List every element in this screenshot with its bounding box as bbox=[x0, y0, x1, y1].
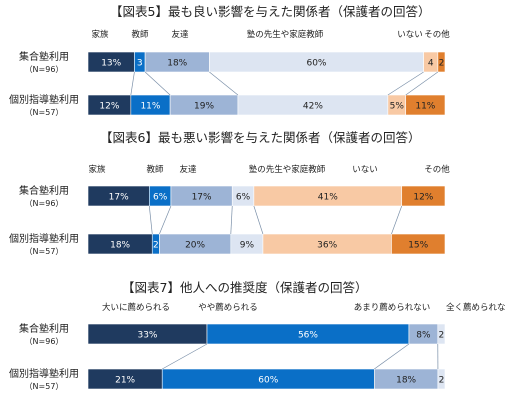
data-label: 12% bbox=[99, 102, 119, 112]
data-label: 41% bbox=[318, 193, 338, 203]
category-note: （N=96） bbox=[25, 337, 64, 346]
connector-line bbox=[405, 71, 439, 96]
data-label: 33% bbox=[137, 331, 157, 341]
data-label: 5% bbox=[390, 102, 405, 112]
connector-line bbox=[391, 205, 403, 235]
connector-line bbox=[148, 205, 153, 235]
connector-line bbox=[230, 205, 233, 235]
bar-segment bbox=[437, 51, 446, 73]
category-label: 集合塾利用 bbox=[19, 322, 69, 335]
connector-line bbox=[387, 71, 424, 96]
legend-label: 塾の先生や家庭教師 bbox=[247, 29, 324, 40]
category-label: 集合塾利用 bbox=[19, 50, 69, 63]
connector-line bbox=[374, 343, 410, 370]
data-label: 17% bbox=[109, 193, 129, 203]
legend-label: やや薦められる bbox=[198, 302, 258, 313]
data-label: 12% bbox=[413, 193, 433, 203]
legend-label: 家族 bbox=[91, 29, 109, 40]
connector-line bbox=[130, 71, 135, 96]
data-label: 4 bbox=[428, 59, 434, 69]
legend-label: 友達 bbox=[171, 29, 189, 40]
data-label: 17% bbox=[192, 193, 212, 203]
connector-line bbox=[209, 71, 239, 96]
data-label: 18% bbox=[110, 241, 130, 251]
chart-title: 【図表6】最も悪い影響を与えた関係者（保護者の回答） bbox=[100, 130, 420, 145]
data-label: 13% bbox=[101, 59, 121, 69]
bar-segment bbox=[405, 94, 446, 116]
data-label: 60% bbox=[258, 376, 278, 386]
data-label: 60% bbox=[306, 59, 326, 69]
legend-label: いない bbox=[397, 30, 423, 40]
data-label: 2 bbox=[153, 241, 159, 251]
legend-label: 家族 bbox=[88, 164, 106, 175]
legend-label: 大いに薦められる bbox=[102, 302, 170, 313]
legend-label: 塾の先生や家庭教師 bbox=[249, 164, 326, 175]
data-label: 3 bbox=[137, 59, 143, 69]
category-label: 個別指導塾利用 bbox=[9, 232, 79, 245]
data-label: 9% bbox=[240, 241, 255, 251]
category-note: （N=57） bbox=[25, 108, 64, 117]
category-label: 集合塾利用 bbox=[19, 184, 69, 197]
connector-line bbox=[159, 205, 172, 235]
legend-label: いない bbox=[352, 165, 378, 175]
bar-segment bbox=[401, 185, 446, 207]
category-note: （N=57） bbox=[25, 247, 64, 256]
category-label: 個別指導塾利用 bbox=[9, 367, 79, 380]
category-label: 個別指導塾利用 bbox=[9, 93, 79, 106]
data-label: 6% bbox=[236, 193, 251, 203]
data-label: 15% bbox=[408, 241, 428, 251]
category-note: （N=57） bbox=[25, 382, 64, 391]
chart-title: 【図表5】最も良い影響を与えた関係者（保護者の回答） bbox=[110, 4, 430, 19]
data-label: 11% bbox=[140, 102, 160, 112]
data-label: 42% bbox=[303, 102, 323, 112]
chart-title: 【図表7】他人への推奨度（保護者の回答） bbox=[122, 280, 367, 295]
data-label: 8% bbox=[416, 331, 431, 341]
connector-line bbox=[253, 205, 264, 235]
data-label: 2 bbox=[439, 59, 445, 69]
bar-segment bbox=[437, 323, 446, 345]
data-label: 2 bbox=[439, 331, 445, 341]
legend-label: あまり薦められない bbox=[354, 302, 431, 313]
data-label: 36% bbox=[317, 241, 337, 251]
legend-label: 教師 bbox=[131, 29, 149, 40]
legend-label: その他 bbox=[424, 29, 450, 40]
legend-label: その他 bbox=[424, 164, 450, 175]
connector-line bbox=[144, 71, 171, 96]
connector-line bbox=[162, 343, 208, 370]
legend-label: 全く薦められない bbox=[446, 302, 505, 313]
legend-label: 友達 bbox=[179, 164, 197, 175]
category-note: （N=96） bbox=[25, 65, 64, 74]
data-label: 19% bbox=[194, 102, 214, 112]
bar-segment bbox=[391, 233, 446, 255]
data-label: 6% bbox=[153, 193, 168, 203]
category-note: （N=96） bbox=[25, 199, 64, 208]
data-label: 11% bbox=[415, 102, 435, 112]
data-label: 18% bbox=[167, 59, 187, 69]
data-label: 21% bbox=[115, 376, 135, 386]
data-label: 56% bbox=[298, 331, 318, 341]
data-label: 18% bbox=[396, 376, 416, 386]
bar-segment bbox=[437, 368, 446, 390]
legend-label: 教師 bbox=[146, 164, 164, 175]
data-label: 20% bbox=[185, 241, 205, 251]
data-label: 2 bbox=[439, 376, 445, 386]
